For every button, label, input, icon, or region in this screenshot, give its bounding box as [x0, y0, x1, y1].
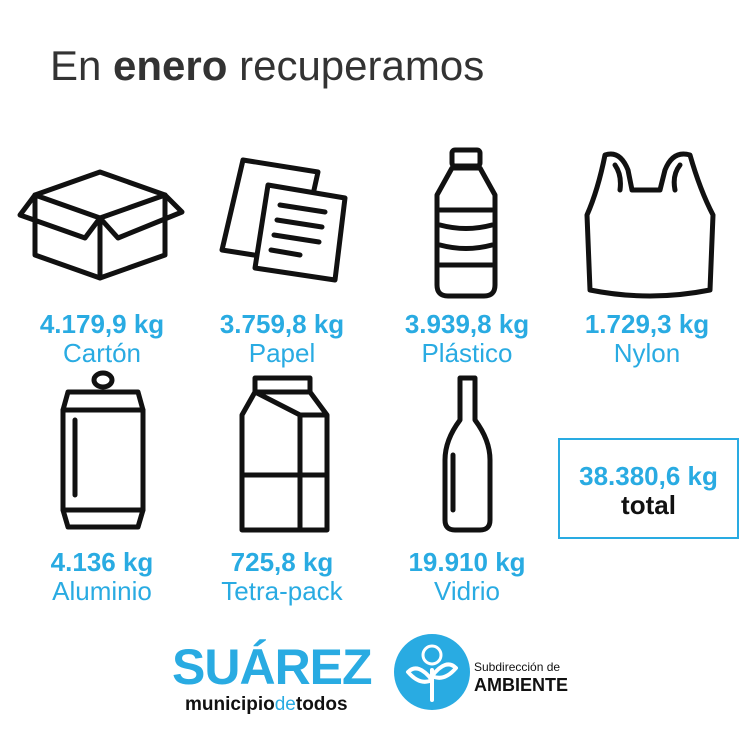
- title-bold: enero: [113, 42, 228, 89]
- title-part: En: [50, 42, 102, 89]
- item: 1.729,3 kg Nylon: [557, 310, 737, 368]
- label: Tetra-pack: [221, 576, 343, 606]
- item: 4.179,9 kg Cartón: [12, 310, 192, 368]
- agency-line1: Subdirección de: [474, 660, 561, 674]
- agency-line2: AMBIENTE: [474, 675, 568, 695]
- label: Cartón: [62, 338, 142, 368]
- logo-name: SUÁREZ: [172, 639, 373, 695]
- tetra-icon: [239, 375, 330, 533]
- label: Aluminio: [52, 576, 152, 606]
- amount: 4.136 kg: [50, 547, 154, 577]
- total-box: 38.380,6 kg total: [558, 438, 739, 539]
- item: 3.939,8 kg Plástico: [377, 310, 557, 368]
- amount: 1.729,3 kg: [584, 309, 710, 339]
- amount: 3.939,8 kg: [404, 309, 530, 339]
- total-label: total: [621, 490, 676, 520]
- tagline: todos: [295, 694, 348, 715]
- glass-bottle-icon: [442, 375, 493, 533]
- label: Vidrio: [433, 576, 500, 606]
- bag-icon: [584, 151, 716, 299]
- can-icon: [60, 370, 146, 530]
- box-icon: [17, 169, 185, 281]
- paper-icon: [219, 157, 348, 283]
- amount: 19.910 kg: [408, 547, 526, 577]
- label: Papel: [248, 338, 316, 368]
- item: 19.910 kg Vidrio: [377, 548, 557, 606]
- item: 4.136 kg Aluminio: [12, 548, 192, 606]
- amount: 3.759,8 kg: [219, 309, 345, 339]
- tagline: municipio: [185, 694, 275, 715]
- amount: 725,8 kg: [230, 547, 334, 577]
- label: Plástico: [421, 338, 513, 368]
- title: En enero recuperamos: [50, 42, 484, 90]
- item: 725,8 kg Tetra-pack: [192, 548, 372, 606]
- plastic-bottle-icon: [434, 147, 498, 299]
- item: 3.759,8 kg Papel: [192, 310, 372, 368]
- label: Nylon: [613, 338, 681, 368]
- amount: 4.179,9 kg: [39, 309, 165, 339]
- total-amount: 38.380,6 kg: [579, 461, 718, 491]
- tagline: de: [274, 694, 296, 715]
- title-part: recuperamos: [239, 42, 485, 89]
